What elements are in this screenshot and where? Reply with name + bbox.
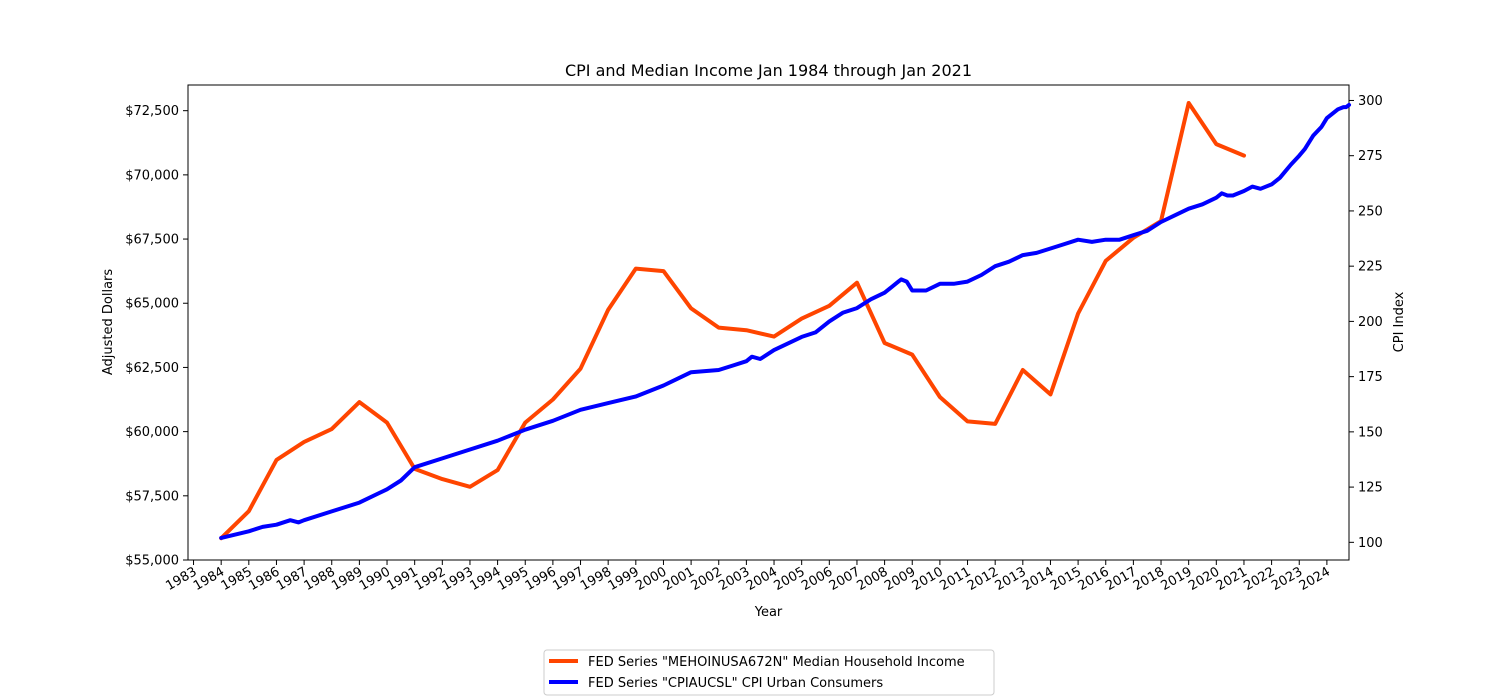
y-right-tick-label: 275	[1358, 149, 1383, 164]
y-right-tick-label: 250	[1358, 204, 1383, 219]
y-left-tick-label: $72,500	[125, 104, 179, 119]
y-right-tick-label: 150	[1358, 425, 1383, 440]
y-left-tick-label: $55,000	[125, 554, 179, 569]
y-axis-left-label: Adjusted Dollars	[101, 269, 116, 376]
y-axis-right: 100 125 150 175 200 225 250 275 300	[1349, 94, 1383, 551]
y-left-tick-label: $65,000	[125, 297, 179, 312]
y-left-tick-label: $57,500	[125, 489, 179, 504]
x-axis-label: Year	[754, 605, 783, 620]
chart-title: CPI and Median Income Jan 1984 through J…	[565, 61, 972, 80]
legend-label-cpi: FED Series "CPIAUCSL" CPI Urban Consumer…	[588, 676, 883, 691]
y-right-tick-label: 300	[1358, 94, 1383, 109]
y-right-tick-label: 125	[1358, 481, 1383, 496]
y-axis-left: $55,000 $57,500 $60,000 $62,500 $65,000 $67,5…	[125, 104, 188, 569]
y-left-tick-label: $67,500	[125, 233, 179, 248]
y-left-tick-label: $70,000	[125, 168, 179, 183]
legend: FED Series "MEHOINUSA672N" Median Househ…	[543, 649, 995, 696]
y-left-tick-label: $60,000	[125, 425, 179, 440]
series-line-income	[219, 101, 1246, 541]
y-axis-right-label: CPI Index	[1392, 291, 1407, 352]
y-right-tick-label: 100	[1358, 536, 1383, 551]
plot-frame	[187, 84, 1350, 561]
y-right-tick-label: 175	[1358, 370, 1383, 385]
x-tick-label: 2024	[1297, 564, 1333, 594]
series-line-cpi	[219, 102, 1351, 540]
y-right-tick-label: 200	[1358, 315, 1383, 330]
legend-box	[543, 649, 995, 696]
legend-label-income: FED Series "MEHOINUSA672N" Median Househ…	[588, 655, 965, 670]
x-axis: 1983198419851986198719881989199019911992…	[163, 560, 1333, 594]
series-layer	[219, 101, 1351, 541]
y-left-tick-label: $62,500	[125, 361, 179, 376]
y-right-tick-label: 225	[1358, 260, 1383, 275]
